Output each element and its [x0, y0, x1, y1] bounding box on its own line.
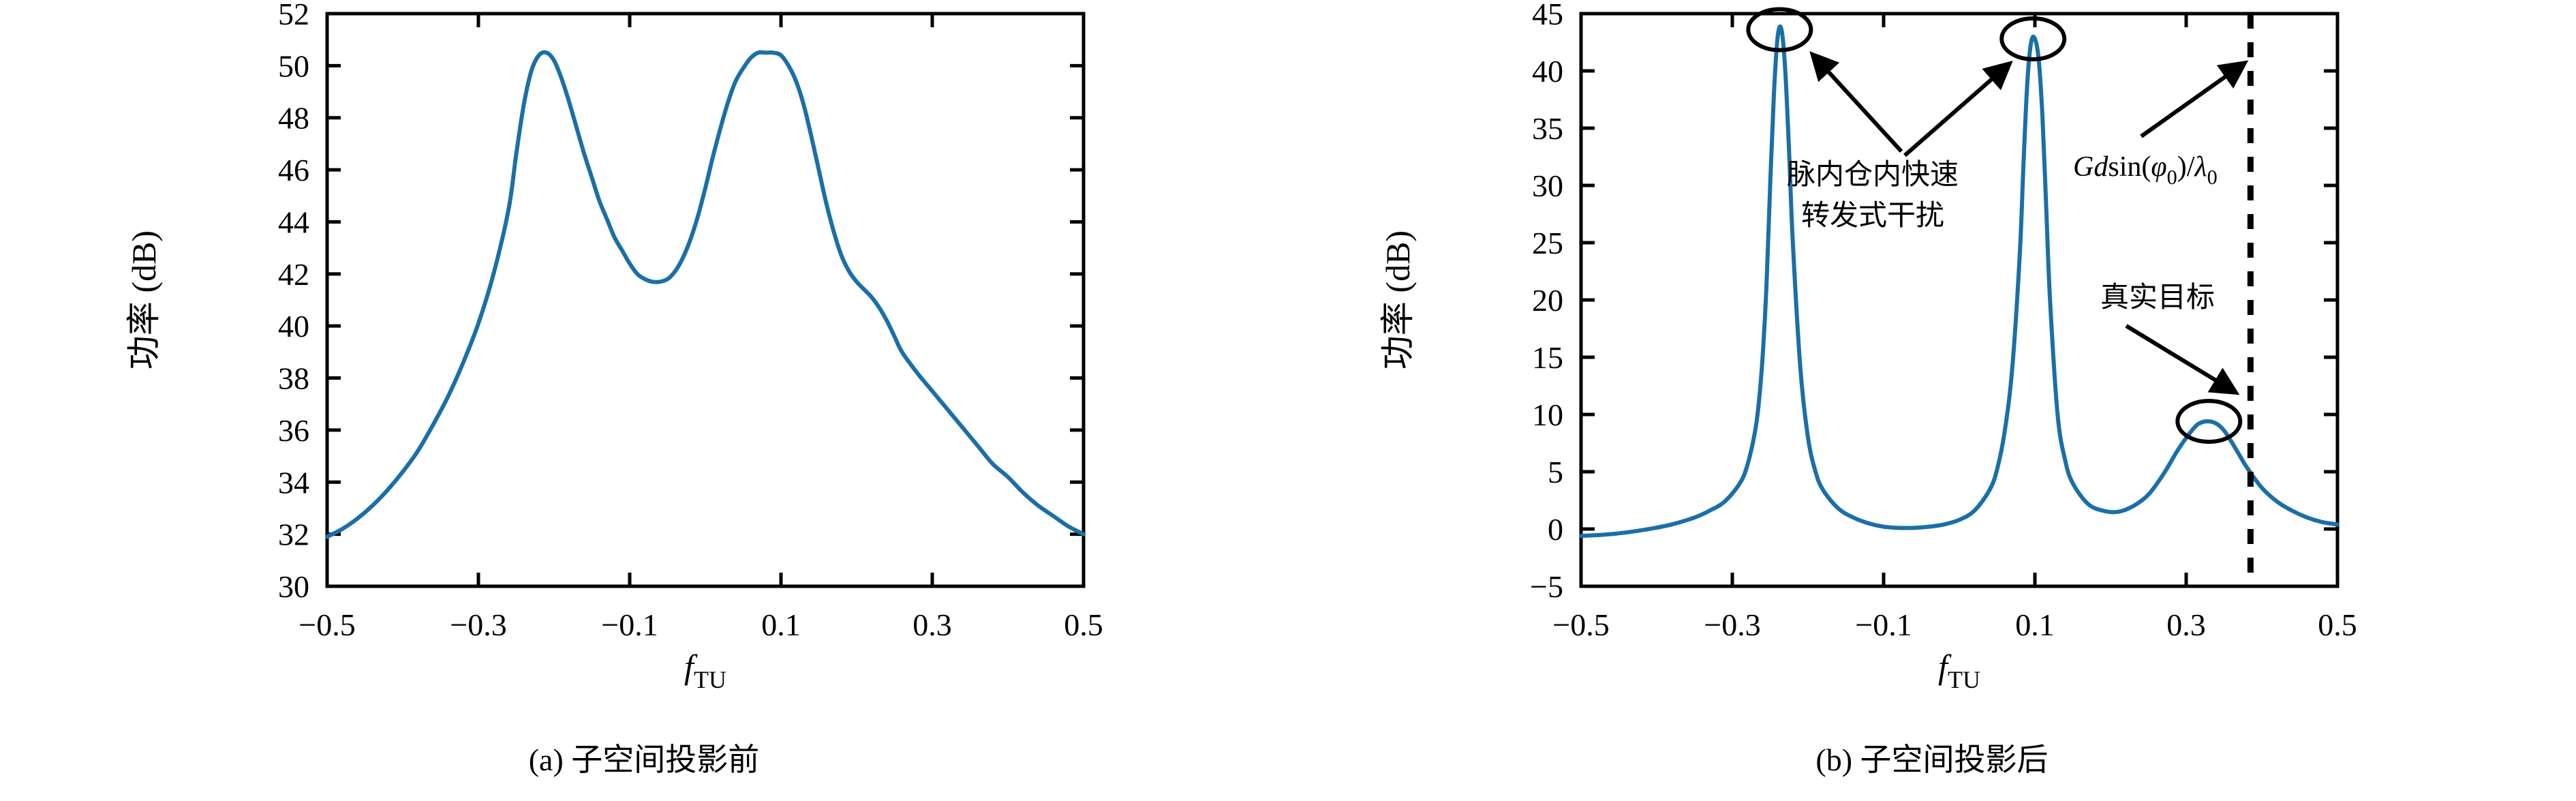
y-tick-label: 20 — [1532, 283, 1563, 318]
formula-sin: sin( — [2108, 151, 2151, 183]
x-tick-label: −0.1 — [1855, 607, 1912, 642]
y-tick-label: 30 — [278, 569, 309, 604]
x-axis-title-sub-a: TU — [694, 666, 726, 693]
x-axis-ticks-a — [325, 14, 1086, 586]
x-axis-title-sub-b: TU — [1948, 666, 1980, 693]
y-tick-label: 40 — [1532, 54, 1563, 89]
y-tick-label: 5 — [1548, 455, 1563, 489]
chart-b-svg: −5 0 5 10 15 20 25 30 35 40 45 −0.5 −0.3 −0.1 0.1 0.3 0… — [1379, 0, 2357, 693]
plot-frame-b — [1579, 12, 2340, 588]
x-tick-label: −0.5 — [298, 607, 355, 642]
x-tick-label: 0.1 — [2015, 607, 2055, 642]
formula-phi: φ — [2151, 151, 2166, 183]
annotation-jamming-line2: 转发式干扰 — [1801, 198, 1944, 232]
y-axis-tick-labels-a: 30 32 34 36 38 40 42 44 46 48 50 52 — [278, 0, 309, 604]
x-tick-label: 0.1 — [761, 607, 801, 642]
arrow-to-jammer-2 — [1903, 61, 2013, 157]
arrow-to-reference-line — [2140, 60, 2249, 138]
arrow-to-jammer-1 — [1809, 51, 1903, 153]
peak-markers-b — [1746, 7, 2243, 444]
x-tick-label: 0.3 — [2166, 607, 2206, 642]
y-axis-title-b: 功率 (dB) — [1379, 230, 1417, 369]
formula-d: d — [2094, 151, 2109, 183]
y-tick-label: 35 — [1532, 111, 1563, 146]
y-tick-label: 0 — [1548, 512, 1563, 547]
panel-b: −5 0 5 10 15 20 25 30 35 40 45 −0.5 −0.3 −0.1 0.1 0.3 0… — [1288, 0, 2576, 801]
circle-target — [2175, 399, 2243, 444]
y-tick-label: 15 — [1532, 340, 1563, 375]
power-spectrum-curve-b — [1579, 24, 2340, 539]
caption-b: (b) 子空间投影后 — [1815, 742, 2049, 777]
circle-jammer-2 — [1999, 16, 2067, 61]
formula-close: )/ — [2177, 151, 2195, 183]
y-tick-label: 38 — [278, 361, 309, 396]
plot-frame-a — [325, 12, 1086, 588]
y-tick-label: 10 — [1532, 397, 1563, 432]
x-tick-label: −0.1 — [601, 607, 658, 642]
y-tick-label: 32 — [278, 517, 309, 552]
y-tick-label: 45 — [1532, 0, 1563, 31]
x-tick-label: 0.3 — [913, 607, 952, 642]
x-tick-label: 0.5 — [2318, 607, 2357, 642]
power-spectrum-curve-a — [325, 50, 1086, 539]
y-tick-label: 46 — [278, 153, 309, 187]
x-axis-title-a: fTU — [684, 648, 726, 693]
y-axis-ticks-b — [1581, 12, 2337, 588]
annotation-jamming-line1: 脉内仓内快速 — [1787, 157, 1959, 191]
formula-G: G — [2073, 151, 2094, 183]
chart-a-svg: 30 32 34 36 38 40 42 44 46 48 50 52 −0.5 −0.3 −0.1 0.1… — [125, 0, 1103, 693]
annotation-arrows-b — [1809, 51, 2249, 395]
y-axis-title-a: 功率 (dB) — [125, 230, 163, 369]
y-tick-label: 30 — [1532, 168, 1563, 203]
annotation-formula: Gdsin(φ0)/λ0 — [2073, 151, 2218, 189]
formula-phi-sub: 0 — [2167, 166, 2177, 189]
x-tick-label: −0.3 — [450, 607, 506, 642]
caption-a: (a) 子空间投影前 — [528, 742, 760, 777]
x-axis-tick-labels-b: −0.5 −0.3 −0.1 0.1 0.3 0.5 — [1552, 607, 2357, 642]
arrow-to-real-target — [2125, 324, 2240, 395]
y-axis-tick-labels-b: −5 0 5 10 15 20 25 30 35 40 45 — [1530, 0, 1563, 604]
y-tick-label: 50 — [278, 48, 309, 83]
y-tick-label: 52 — [278, 0, 309, 31]
y-tick-label: 48 — [278, 101, 309, 136]
y-tick-label: −5 — [1530, 569, 1563, 604]
y-tick-label: 42 — [278, 257, 309, 292]
x-tick-label: −0.5 — [1552, 607, 1609, 642]
x-tick-label: 0.5 — [1064, 607, 1103, 642]
x-tick-label: −0.3 — [1704, 607, 1760, 642]
y-axis-ticks-a — [327, 12, 1084, 588]
formula-lambda-sub: 0 — [2207, 166, 2218, 189]
formula-lambda: λ — [2193, 151, 2207, 183]
circle-jammer-1 — [1746, 7, 1813, 52]
y-tick-label: 25 — [1532, 226, 1563, 260]
y-tick-label: 36 — [278, 413, 309, 448]
y-tick-label: 34 — [278, 465, 309, 500]
x-axis-title-b: fTU — [1938, 648, 1980, 693]
y-tick-label: 40 — [278, 309, 309, 344]
panel-a: 30 32 34 36 38 40 42 44 46 48 50 52 −0.5 −0.3 −0.1 0.1… — [125, 0, 1103, 777]
annotation-real-target: 真实目标 — [2100, 280, 2215, 314]
x-axis-tick-labels-a: −0.5 −0.3 −0.1 0.1 0.3 0.5 — [298, 607, 1103, 642]
y-tick-label: 44 — [278, 205, 309, 239]
